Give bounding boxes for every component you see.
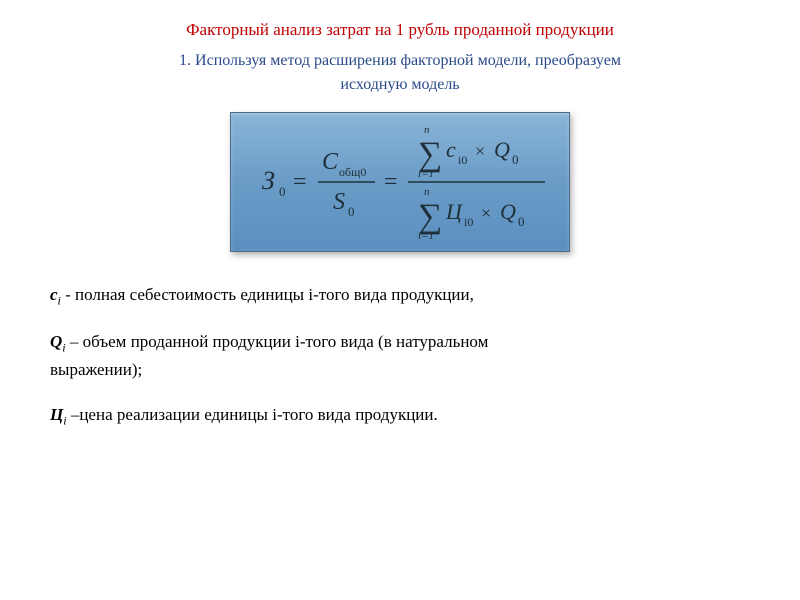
formula-box: З 0 = С общ0 S 0 = ∑ n i=1 c i0 × Q 0 ∑ … xyxy=(230,112,570,252)
def-ts-text: –цена реализации единицы i-того вида про… xyxy=(67,405,438,424)
formula-sum-upper-n: n xyxy=(424,124,430,136)
definition-ts: Цi –цена реализации единицы i-того вида … xyxy=(50,402,750,429)
formula-left-var: З xyxy=(262,166,275,195)
formula-den1-sub: 0 xyxy=(348,204,355,219)
def-q-text2: выражении); xyxy=(50,360,142,379)
method-line-2: исходную модель xyxy=(50,76,750,94)
formula-sum-lower-d: i=1 xyxy=(418,230,434,242)
definition-c: ci - полная себестоимость единицы i-того… xyxy=(50,282,750,309)
formula-num-c-sub: i0 xyxy=(458,153,467,167)
def-c-text: - полная себестоимость единицы i-того ви… xyxy=(61,285,474,304)
formula-sum-upper-d: n xyxy=(424,186,430,198)
svg-text:×: × xyxy=(475,141,485,161)
def-q-text1: – объем проданной продукции i-того вида … xyxy=(66,332,489,351)
slide-title: Факторный анализ затрат на 1 рубль прода… xyxy=(50,20,750,40)
formula-num1-sub: общ0 xyxy=(339,165,366,179)
formula-num1: С xyxy=(322,149,339,175)
svg-text:=: = xyxy=(293,169,307,195)
formula-den1: S xyxy=(333,189,345,215)
def-ts-sym: Ц xyxy=(50,405,63,424)
formula-den-q: Q xyxy=(500,199,516,224)
method-line-1: 1. Используя метод расширения факторной … xyxy=(50,52,750,70)
def-c-sym: c xyxy=(50,285,58,304)
formula-num-q: Q xyxy=(494,137,510,162)
def-q-sym: Q xyxy=(50,332,62,351)
formula-den-c-sub: i0 xyxy=(464,215,473,229)
formula-left-sub: 0 xyxy=(279,184,286,199)
svg-text:×: × xyxy=(481,203,491,223)
definition-q: Qi – объем проданной продукции i-того ви… xyxy=(50,329,750,382)
formula-den-c: Ц xyxy=(445,199,463,224)
formula-num-c: c xyxy=(446,137,456,162)
formula-sum-lower-n: i=1 xyxy=(418,168,434,180)
formula-svg: З 0 = С общ0 S 0 = ∑ n i=1 c i0 × Q 0 ∑ … xyxy=(240,117,560,247)
formula-den-q-sub: 0 xyxy=(518,214,525,229)
svg-text:=: = xyxy=(384,169,398,195)
formula-num-q-sub: 0 xyxy=(512,152,519,167)
